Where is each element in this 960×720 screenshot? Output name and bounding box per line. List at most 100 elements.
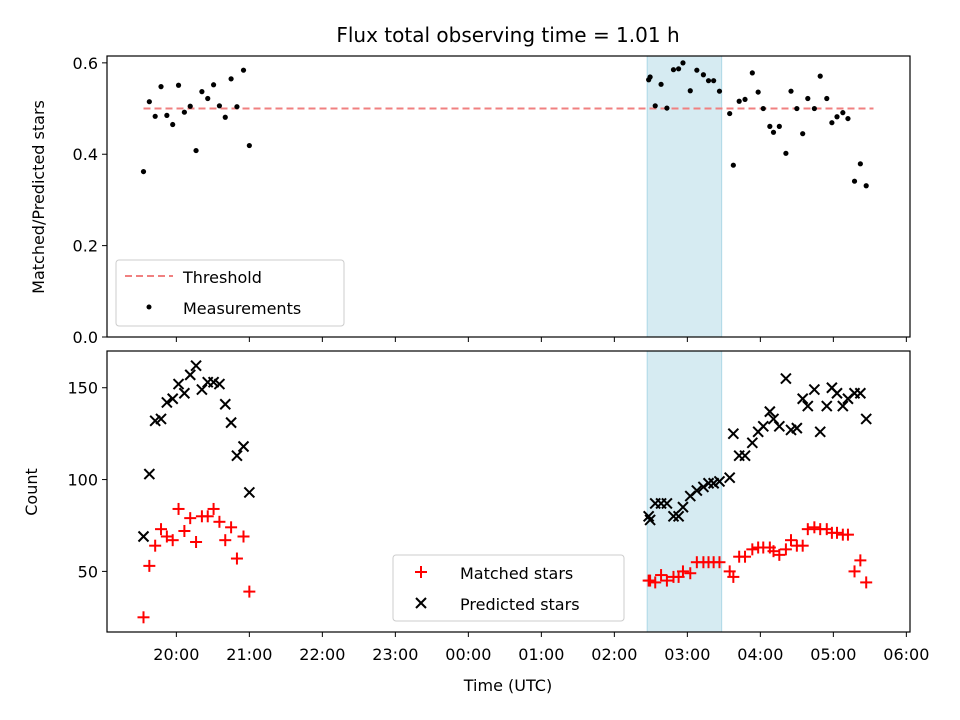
predicted-stars-point (697, 481, 710, 493)
measurement-point (152, 113, 158, 119)
measurement-point (158, 84, 164, 90)
measurement-point (788, 88, 794, 94)
matched-stars-point (143, 559, 156, 572)
measurement-point (164, 112, 170, 118)
measurement-point (216, 103, 223, 109)
matched-stars-point (155, 523, 168, 536)
matched-stars-point (848, 565, 861, 578)
measurement-point (146, 99, 152, 105)
predicted-stars-point (190, 359, 202, 372)
matched-stars-point (660, 574, 673, 587)
count-y-axis-label: Count (22, 468, 41, 516)
predicted-legend-label: Predicted stars (460, 595, 580, 614)
measurement-point (857, 161, 863, 167)
count-plot-area: 50 100 150 20:00 21:00 22:00 23:00 00:00 01:00 02… (67, 350, 929, 664)
time-x-tick-label: 23:00 (372, 645, 418, 664)
predicted-stars-point (166, 393, 179, 405)
predicted-stars-point (161, 396, 173, 409)
measurement-point (181, 109, 187, 115)
measurement-point (187, 103, 193, 109)
measurement-point (829, 120, 835, 126)
predicted-stars-point (713, 475, 726, 488)
ratio-panel: Flux total observing time = 1.01 h Match… (29, 23, 911, 347)
measurement-point (240, 67, 247, 73)
matched-stars-point (649, 576, 662, 589)
matched-stars-point (727, 570, 740, 583)
measurement-point (652, 103, 658, 109)
measurement-point (680, 60, 686, 66)
count-series-0 (137, 502, 873, 624)
matched-stars-point (190, 536, 203, 549)
matched-stars-point (219, 534, 232, 547)
measurement-point (705, 78, 712, 84)
time-x-axis-label: Time (UTC) (463, 676, 552, 695)
predicted-stars-point (767, 413, 780, 425)
count-observing-window (646, 350, 723, 633)
predicted-stars-point (791, 422, 803, 434)
ratio-axes-frame (106, 55, 911, 338)
matched-stars-point (137, 611, 150, 624)
matched-stars-point (739, 550, 752, 563)
matched-stars-point (184, 512, 197, 525)
matched-stars-point (166, 534, 179, 547)
matched-stars-point (860, 576, 873, 589)
ratio-observing-window (646, 55, 723, 338)
predicted-stars-point (178, 387, 191, 399)
matched-stars-point (201, 510, 214, 523)
predicted-stars-point (814, 426, 826, 438)
predicted-stars-point (213, 378, 226, 390)
measurements-legend-swatch (146, 304, 152, 310)
matched-stars-point (684, 567, 697, 580)
predicted-stars-point (702, 477, 715, 489)
ratio-y-axis-label: Matched/Predicted stars (29, 100, 48, 294)
count-y-tick-label: 100 (67, 471, 98, 490)
measurement-point (767, 123, 773, 129)
measurement-point (175, 82, 182, 88)
measurement-point (742, 96, 748, 103)
matched-stars-point (225, 521, 238, 534)
matched-stars-point (773, 548, 786, 561)
count-panel: Count Time (UTC) 50 100 150 20:00 21:00 22:00… (22, 350, 929, 695)
measurement-point (736, 98, 742, 104)
measurement-point (675, 66, 682, 72)
measurement-point (647, 74, 653, 80)
predicted-stars-point (661, 497, 673, 510)
matched-stars-point (713, 556, 726, 569)
measurement-point (700, 72, 707, 78)
time-x-tick-label: 22:00 (299, 645, 345, 664)
measurement-point (811, 105, 817, 112)
matched-stars-point (149, 539, 162, 552)
measurement-point (170, 121, 176, 128)
measurement-point (687, 88, 693, 94)
predicted-stars-point (672, 510, 685, 523)
measurement-point (228, 76, 234, 82)
predicted-stars-point (172, 378, 185, 390)
matched-legend-label: Matched stars (460, 564, 573, 583)
predicted-stars-point (757, 420, 769, 433)
predicted-stars-point (773, 420, 786, 433)
time-x-tick-label: 20:00 (153, 645, 199, 664)
predicted-stars-point (764, 405, 776, 418)
predicted-legend-swatch (415, 597, 427, 609)
time-x-tick-label: 03:00 (664, 645, 710, 664)
time-x-tick-label: 06:00 (883, 645, 929, 664)
predicted-stars-point (739, 449, 751, 462)
measurement-point (199, 89, 205, 95)
predicted-stars-point (780, 372, 792, 385)
time-x-tick-label: 04:00 (737, 645, 783, 664)
measurement-point (727, 110, 733, 117)
predicted-stars-point (642, 510, 655, 523)
predicted-stars-point (155, 413, 167, 425)
chart-title: Flux total observing time = 1.01 h (336, 23, 679, 47)
ratio-y-tick-label: 0.6 (73, 54, 98, 73)
measurement-point (716, 88, 723, 94)
count-legend-box (392, 554, 625, 622)
ratio-y-tick-label: 0.0 (73, 328, 98, 347)
measurement-point (140, 168, 147, 175)
predicted-stars-point (802, 400, 814, 412)
measurement-point (794, 105, 800, 112)
matched-stars-point (808, 521, 821, 534)
measurement-point (863, 183, 869, 189)
matched-stars-point (172, 502, 185, 515)
time-x-tick-label: 05:00 (810, 645, 856, 664)
